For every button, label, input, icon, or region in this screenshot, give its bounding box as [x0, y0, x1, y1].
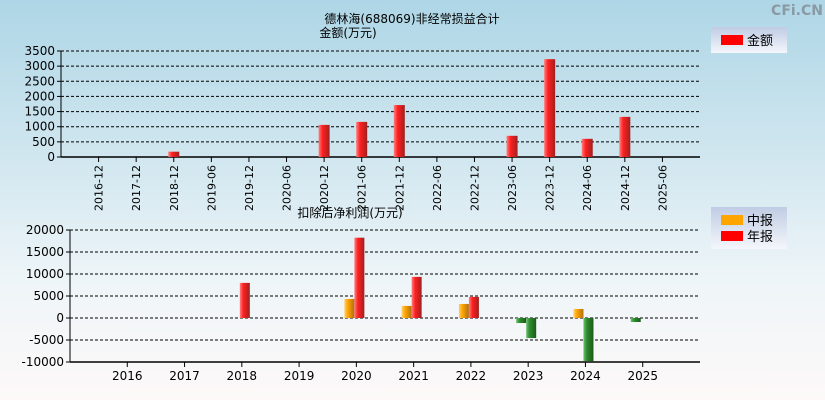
chart2: -10000 -5000 0 5000 10000 15000 20000 2016 2017 2…: [21, 207, 787, 383]
y-tick-label: 15000: [26, 245, 64, 259]
y-tick-label: 3000: [24, 59, 55, 73]
bar-中报-2020: [344, 298, 355, 318]
bar-金额-2021-06: [356, 121, 368, 157]
x-tick-label: 2021-12: [393, 165, 406, 211]
y-tick-label: 0: [47, 150, 55, 164]
x-tick-label: 2020: [341, 369, 372, 383]
bar-金额-2023-12: [544, 59, 556, 158]
bar-金额-2024-06: [581, 138, 593, 157]
bar-年报-2020: [354, 237, 365, 318]
legend-label-年报: 年报: [747, 230, 773, 245]
legend: 金额: [711, 27, 787, 53]
chart2-title: 扣除后净利润(万元): [297, 205, 402, 220]
chart1-title: 德林海(688069)非经常损益合计: [324, 11, 499, 26]
x-tick-label: 2022-06: [431, 165, 444, 211]
x-tick-label: 2025-06: [656, 165, 669, 211]
x-tick-label: 2025: [627, 369, 658, 383]
x-tick-label: 2017-12: [130, 165, 143, 211]
x-tick-label: 2019-12: [243, 165, 256, 211]
legend-label-金额: 金额: [747, 33, 773, 49]
x-tick-label: 2018: [227, 369, 258, 383]
bar-中报-2022: [458, 303, 469, 318]
x-tick-label: 2024: [570, 369, 601, 383]
legend-label-中报: 中报: [747, 214, 773, 229]
x-tick-label: 2023-06: [506, 165, 519, 211]
x-tick-label: 2020-06: [281, 165, 294, 211]
watermark: CFi.CN: [771, 3, 823, 19]
x-tick-label: 2022-12: [468, 165, 481, 211]
x-tick-label: 2018-12: [168, 165, 181, 211]
y-tick-label: 0: [56, 311, 64, 325]
bar-中报-2021: [401, 305, 412, 318]
bar-中报-2025: [630, 318, 641, 323]
x-tick-label: 2019: [284, 369, 315, 383]
x-tick-label: 2023: [513, 369, 544, 383]
y-tick-label: -5000: [29, 333, 64, 347]
bar-年报-2018: [239, 282, 250, 318]
x-tick-label: 2016-12: [93, 165, 106, 211]
chart1-ylabel: 金额(万元): [319, 25, 376, 40]
legend-swatch-金额: [721, 35, 743, 45]
y-tick-label: 3500: [24, 44, 55, 58]
bar-中报-2023: [516, 318, 527, 324]
bar-年报-2023: [526, 318, 537, 339]
x-tick-label: 2021: [398, 369, 429, 383]
bar-金额-2018-12: [168, 151, 180, 157]
bar-中报-2024: [573, 308, 584, 318]
y-tick-label: -10000: [21, 355, 64, 369]
bar-金额-2023-06: [506, 135, 518, 157]
x-tick-label: 2019-06: [205, 165, 218, 211]
y-tick-label: 1500: [24, 105, 55, 119]
y-tick-label: 1000: [24, 120, 55, 134]
y-tick-label: 20000: [26, 223, 64, 237]
bar-金额-2020-12: [318, 124, 330, 157]
bar-金额-2024-12: [619, 116, 631, 157]
y-tick-label: 5000: [33, 289, 64, 303]
legend-swatch-中报: [721, 215, 743, 225]
x-tick-label: 2016: [112, 369, 143, 383]
bar-年报-2024: [583, 318, 594, 362]
x-tick-label: 2021-06: [356, 165, 369, 211]
y-tick-label: 500: [32, 135, 55, 149]
x-tick-label: 2023-12: [544, 165, 557, 211]
y-tick-label: 10000: [26, 267, 64, 281]
x-tick-label: 2020-12: [318, 165, 331, 211]
legend-box: [711, 207, 787, 249]
bar-金额-2021-12: [393, 105, 405, 157]
x-tick-label: 2017: [169, 369, 200, 383]
bar-年报-2022: [468, 296, 479, 318]
x-tick-label: 2022: [456, 369, 487, 383]
bar-年报-2021: [411, 276, 422, 318]
legend-swatch-年报: [721, 231, 743, 241]
y-tick-label: 2000: [24, 89, 55, 103]
x-tick-label: 2024-06: [581, 165, 594, 211]
x-tick-label: 2024-12: [619, 165, 632, 211]
y-tick-label: 2500: [24, 74, 55, 88]
